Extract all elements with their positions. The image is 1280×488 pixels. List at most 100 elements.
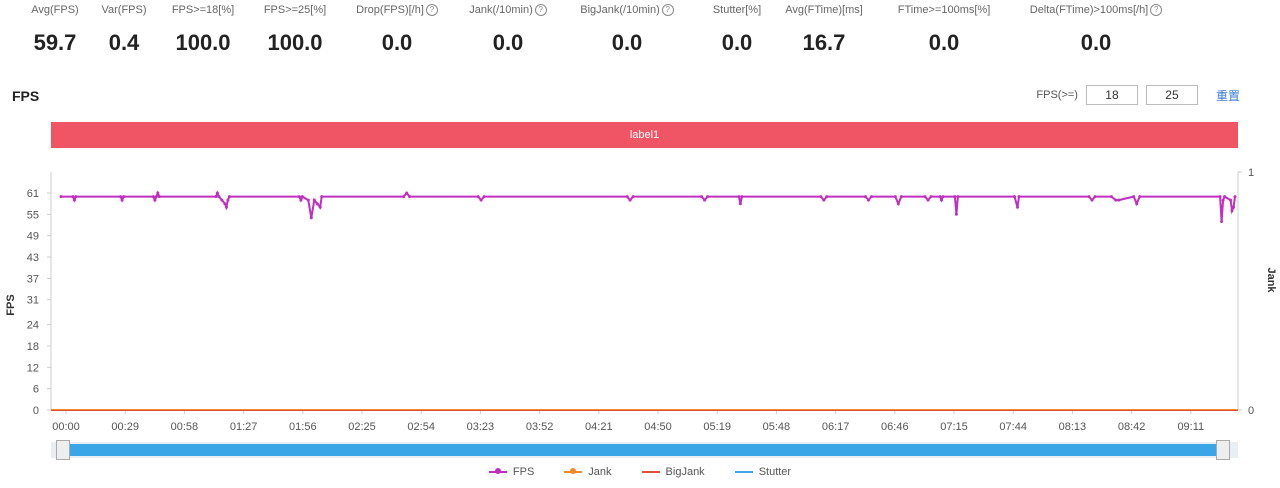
info-icon[interactable]: ? xyxy=(1150,4,1163,16)
fps-point xyxy=(738,202,742,206)
fps-point xyxy=(1221,198,1225,202)
x-tick-label: 04:21 xyxy=(585,421,613,433)
y-tick-label: 49 xyxy=(27,231,39,243)
x-tick-label: 02:54 xyxy=(407,421,435,433)
legend-item-jank[interactable]: Jank xyxy=(564,466,612,478)
y-tick-label: 0 xyxy=(33,405,39,417)
x-tick-label: 03:52 xyxy=(526,421,554,433)
fps-point xyxy=(940,198,943,202)
fps-point xyxy=(737,195,741,199)
fps-point xyxy=(628,198,632,202)
y-tick-label: 12 xyxy=(27,362,39,374)
y-axis-label: FPS xyxy=(5,294,17,315)
timeline-right-handle[interactable] xyxy=(1216,440,1230,460)
x-tick-label: 08:42 xyxy=(1118,421,1146,433)
fps-filter: FPS(>=) 18 25 重置 xyxy=(1036,85,1240,105)
timeline-left-handle[interactable] xyxy=(56,440,70,460)
legend-item-bigjank[interactable]: BigJank xyxy=(641,466,705,478)
stat-value: 16.7 xyxy=(802,30,846,55)
fps-point xyxy=(215,191,219,195)
fps-threshold-1-input[interactable]: 18 xyxy=(1085,85,1138,105)
stat-label: BigJank(/10min)? xyxy=(547,4,707,16)
fps-point xyxy=(405,191,409,195)
stat-value: 59.7 xyxy=(33,30,77,55)
info-icon[interactable]: ? xyxy=(425,4,438,16)
x-tick-label: 05:19 xyxy=(703,421,731,433)
fps-point xyxy=(1114,198,1118,202)
timeline-scrollbar-range[interactable] xyxy=(68,444,1222,456)
stat-3: FPS>=25[%] 100.0 xyxy=(215,0,375,56)
fps-point xyxy=(1017,195,1021,199)
stat-label: Stutter[%] xyxy=(657,4,817,16)
stat-1: Var(FPS) 0.4 xyxy=(44,0,204,56)
stat-value: 0.4 xyxy=(108,30,140,55)
legend-item-fps[interactable]: FPS xyxy=(488,466,535,478)
info-icon[interactable]: ? xyxy=(534,4,547,16)
fps-point xyxy=(476,195,480,199)
stat-label: FPS>=18[%] xyxy=(123,4,283,16)
y-tick-label: 37 xyxy=(27,273,39,285)
fps-point xyxy=(297,195,301,199)
stat-label-text: Jank(/10min) xyxy=(469,4,533,16)
stat-value: 100.0 xyxy=(175,30,231,55)
y-tick-label: 55 xyxy=(27,209,39,221)
fps-point xyxy=(926,198,930,202)
fps-point xyxy=(1220,220,1224,223)
fps-point xyxy=(156,191,160,195)
y-tick-label: 18 xyxy=(27,341,39,353)
fps-point xyxy=(318,205,322,209)
fps-point xyxy=(703,198,707,202)
fps-point xyxy=(220,198,224,202)
fps-point xyxy=(299,198,303,202)
stat-5: Jank(/10min)? 0.0 xyxy=(428,0,588,56)
stat-label: Avg(FTime)[ms] xyxy=(744,4,904,16)
stat-4: Drop(FPS)[/h]? 0.0 xyxy=(317,0,477,56)
x-tick-label: 01:56 xyxy=(289,421,317,433)
fps-filter-label: FPS(>=) xyxy=(1036,89,1078,101)
stat-label: FPS>=25[%] xyxy=(215,4,375,16)
fps-point xyxy=(1117,198,1121,202)
fps-threshold-2-input[interactable]: 25 xyxy=(1145,85,1198,105)
fps-point xyxy=(1013,195,1016,199)
fps-point xyxy=(151,195,155,199)
reset-button[interactable]: 重置 xyxy=(1215,88,1240,103)
legend-item-stutter[interactable]: Stutter xyxy=(734,466,792,478)
legend-label: Stutter xyxy=(758,466,792,478)
legend-swatch xyxy=(564,468,583,474)
fps-point xyxy=(954,212,958,216)
x-tick-label: 04:50 xyxy=(644,421,672,433)
fps-point xyxy=(119,195,123,199)
info-icon[interactable]: ? xyxy=(661,4,674,16)
fps-point xyxy=(227,195,231,199)
fps-point xyxy=(929,195,933,199)
x-tick-label: 07:15 xyxy=(940,421,968,433)
stat-label-text: Drop(FPS)[/h] xyxy=(356,4,424,16)
x-tick-label: 06:17 xyxy=(822,421,850,433)
legend-label: FPS xyxy=(512,466,535,478)
label-band[interactable]: label1 xyxy=(51,122,1238,148)
x-tick-label: 02:25 xyxy=(348,421,376,433)
stat-9: FTime>=100ms[%] 0.0 xyxy=(864,0,1024,56)
fps-point xyxy=(1135,202,1139,206)
legend-dot xyxy=(570,468,577,474)
fps-point xyxy=(300,195,304,199)
fps-point xyxy=(825,195,829,199)
stat-label-text: Stutter[%] xyxy=(712,4,762,16)
fps-point xyxy=(1109,195,1113,199)
y2-tick-label: 1 xyxy=(1248,167,1254,179)
fps-point xyxy=(157,195,161,199)
fps-point xyxy=(899,195,903,199)
y-tick-label: 31 xyxy=(27,295,39,307)
stat-label: Jank(/10min)? xyxy=(428,4,588,16)
fps-point xyxy=(631,195,635,199)
fps-point xyxy=(956,195,960,199)
legend-swatch xyxy=(641,471,660,473)
legend-label: Jank xyxy=(588,466,612,478)
fps-point xyxy=(226,198,230,202)
stat-label-text: FTime>=100ms[%] xyxy=(897,4,991,16)
stat-label-text: Delta(FTime)>100ms[/h] xyxy=(1029,4,1149,16)
fps-point xyxy=(122,195,126,199)
fps-point xyxy=(923,195,927,199)
section-title: FPS xyxy=(12,88,40,104)
fps-point xyxy=(214,195,218,199)
